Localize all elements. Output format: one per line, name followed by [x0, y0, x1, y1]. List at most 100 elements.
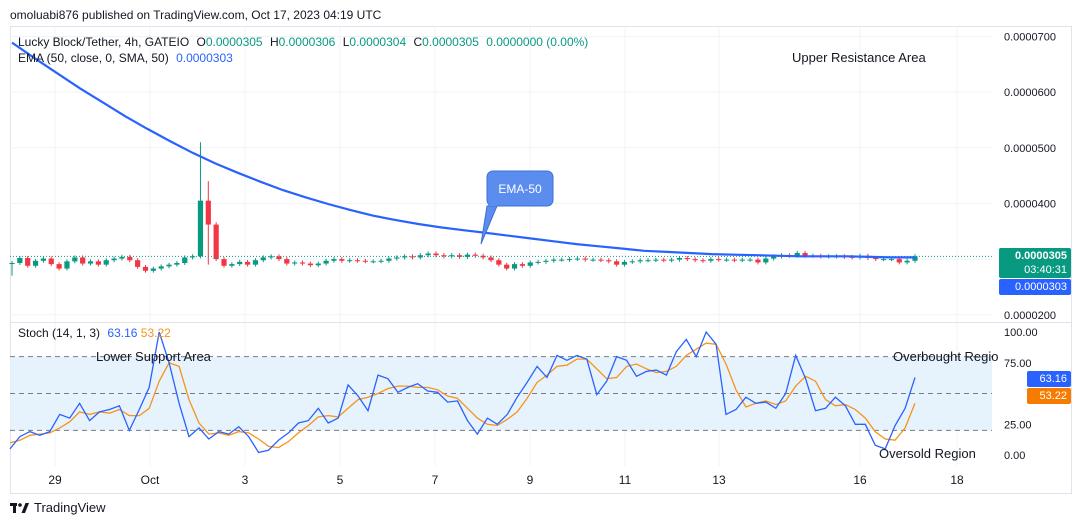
candle: [370, 261, 376, 263]
candle: [802, 252, 808, 256]
price-axis-tick-label: 0.0000400: [1004, 198, 1056, 210]
candle: [25, 257, 31, 266]
candle: [354, 260, 361, 262]
high-value: 0.0000306: [278, 35, 336, 49]
lower-support-label: Lower Support Area: [96, 349, 211, 364]
stoch-axis-tick-label: 75.00: [1004, 358, 1032, 370]
price-axis-tick-label: 0.0000200: [1004, 310, 1056, 322]
candle: [417, 255, 423, 258]
price-axis-tick-label: 0.0000700: [1004, 31, 1056, 43]
candle: [299, 262, 306, 264]
stoch-k-line: [9, 330, 916, 454]
candle: [621, 261, 628, 265]
candle: [229, 264, 235, 266]
candle: [425, 253, 431, 256]
candle: [519, 264, 525, 266]
candle: [527, 262, 533, 266]
candle: [221, 259, 227, 266]
candle: [386, 258, 392, 261]
candle: [574, 258, 580, 260]
candle: [692, 259, 698, 261]
ema-price-tag: 0.0000303: [999, 279, 1071, 295]
time-axis-tick-label: 9: [527, 473, 534, 487]
candle: [182, 257, 188, 263]
candle: [629, 261, 635, 263]
candle: [676, 257, 683, 260]
high-label: H: [269, 35, 279, 49]
candle: [551, 259, 557, 261]
candle: [566, 259, 573, 261]
candle: [80, 257, 86, 264]
time-axis-tick-label: 16: [853, 473, 867, 487]
open-label: O: [196, 35, 206, 49]
candle: [166, 264, 172, 267]
tradingview-footer[interactable]: TradingView: [10, 500, 106, 515]
candle: [716, 259, 722, 261]
stoch-d-line: [9, 342, 916, 449]
candle: [323, 260, 329, 264]
close-value: 0.0000305: [422, 35, 479, 49]
candle: [904, 260, 910, 263]
stoch-k-value: 63.16: [107, 326, 138, 340]
stoch-legend: Stoch (14, 1, 3) 63.16 53.22: [18, 326, 171, 340]
ema-callout-pointer: [480, 205, 498, 245]
stoch-axis-tick-label: 100.00: [1004, 327, 1038, 339]
candle: [307, 263, 313, 266]
ema-50-line: [11, 41, 915, 259]
candle: [747, 259, 753, 261]
candle: [32, 260, 39, 266]
price-axis-tick-label: 0.0000500: [1004, 143, 1056, 155]
candle: [213, 224, 219, 260]
candle: [40, 258, 47, 261]
candle: [205, 200, 211, 225]
candle: [456, 255, 463, 257]
candle: [496, 260, 502, 265]
candle: [292, 262, 298, 264]
stoch-label: Stoch (14, 1, 3): [18, 326, 101, 340]
ema-callout: EMA-50: [480, 170, 554, 245]
candle: [276, 256, 282, 260]
time-axis-tick-label: 7: [432, 473, 439, 487]
candle: [504, 264, 510, 269]
candle: [347, 260, 353, 262]
bar-countdown: 03:40:31: [1024, 264, 1067, 276]
last-price-tag: 0.0000305 03:40:31: [999, 248, 1071, 278]
candle: [150, 268, 156, 271]
candle: [244, 261, 251, 265]
time-axis-tick-label: 3: [242, 473, 249, 487]
candle: [755, 259, 761, 263]
low-value: 0.0000304: [349, 35, 407, 49]
candle: [582, 258, 588, 260]
time-axis-tick-label: 18: [950, 473, 964, 487]
candle: [394, 257, 400, 259]
candle: [488, 257, 494, 261]
time-axis-tick-label: 29: [48, 473, 62, 487]
candle: [645, 260, 651, 262]
candle: [763, 258, 769, 263]
symbol-legend: Lucky Block/Tether, 4h, GATEIO O0.000030…: [18, 35, 588, 49]
publisher-header: omoluabi876 published on TradingView.com…: [10, 8, 382, 22]
open-value: 0.0000305: [205, 35, 263, 49]
overbought-label: Overbought Region: [893, 349, 998, 364]
candle: [653, 259, 659, 261]
ema-callout-box: [486, 170, 554, 207]
candle: [119, 256, 125, 259]
candle: [158, 266, 164, 269]
candle: [260, 257, 266, 261]
ema-callout-label: EMA-50: [498, 182, 542, 196]
time-axis-tick-label: 13: [712, 473, 726, 487]
candle: [56, 264, 62, 269]
candle: [880, 259, 887, 261]
oversold-label: Oversold Region: [879, 446, 976, 461]
tradingview-logo-icon: [10, 502, 29, 513]
candle: [606, 260, 612, 262]
candle: [543, 260, 549, 262]
close-label: C: [413, 35, 423, 49]
candle: [284, 259, 290, 264]
candle: [441, 255, 447, 257]
stoch-axis-tick-label: 0.00: [1004, 450, 1025, 462]
candle: [190, 256, 196, 258]
candle: [771, 256, 777, 259]
change-value: 0.0000000 (0.00%): [486, 35, 589, 49]
